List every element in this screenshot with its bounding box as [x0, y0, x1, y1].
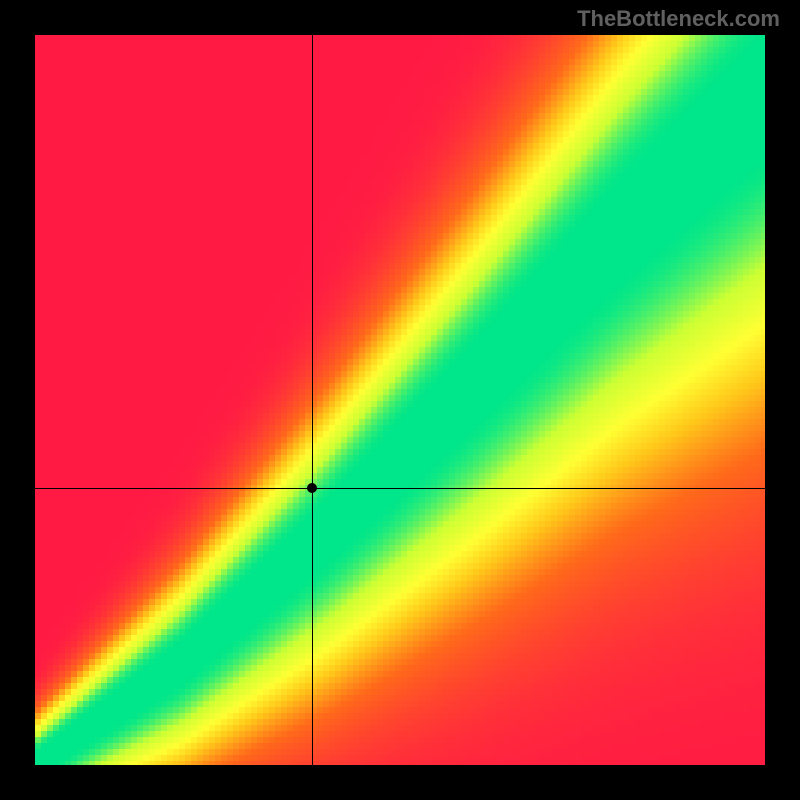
- crosshair-marker: [307, 483, 317, 493]
- heatmap-canvas: [35, 35, 765, 765]
- crosshair-horizontal: [35, 488, 765, 489]
- crosshair-vertical: [312, 35, 313, 765]
- figure-container: TheBottleneck.com: [0, 0, 800, 800]
- watermark-text: TheBottleneck.com: [577, 6, 780, 32]
